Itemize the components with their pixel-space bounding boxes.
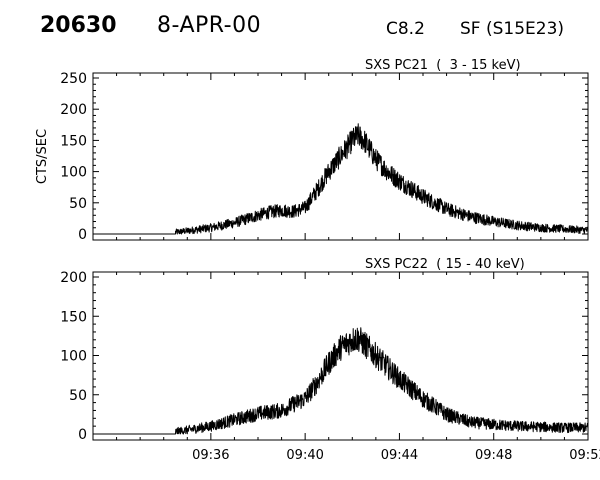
x-tick-label: 09:36 [192,448,229,463]
series-line [93,327,589,435]
chart-header: 20630 8-APR-00 C8.2 SF (S15E23) [0,0,600,60]
y-tick-label: 150 [60,133,87,149]
series-line [93,123,589,235]
event-date: 8-APR-00 [157,13,262,38]
plot-frame [92,72,589,241]
y-tick-label: 200 [60,270,87,286]
y-tick-label: 0 [78,427,87,443]
panel-title: SXS PC22 ( 15 - 40 keV) [365,257,525,272]
panel-2: 0 50 100 150 200 09:36 09:40 09:44 09:48 09:52 SXS… [60,257,600,463]
x-tick-label: 09:48 [475,448,512,463]
flare-location: SF (S15E23) [460,19,565,39]
panel-title: SXS PC21 ( 3 - 15 keV) [365,58,521,73]
y-tick-label: 50 [69,196,87,212]
flare-class: C8.2 [386,19,425,39]
y-tick-label: 150 [60,309,87,325]
y-tick-label: 200 [60,102,87,118]
x-tick-label: 09:40 [286,448,323,463]
y-axis-label: CTS/SEC [35,129,50,184]
y-tick-label: 50 [69,388,87,404]
x-tick-label: 09:44 [381,448,418,463]
panel-1: 0 50 100 150 200 250 SXS PC21 ( 3 - 15 keV) CTS… [35,58,589,243]
x-tick-label: 09:52 [569,448,600,463]
event-id: 20630 [40,13,117,38]
y-tick-label: 250 [60,71,87,87]
y-tick-label: 100 [60,165,87,181]
y-tick-label: 0 [78,227,87,243]
y-tick-label: 100 [60,349,87,365]
